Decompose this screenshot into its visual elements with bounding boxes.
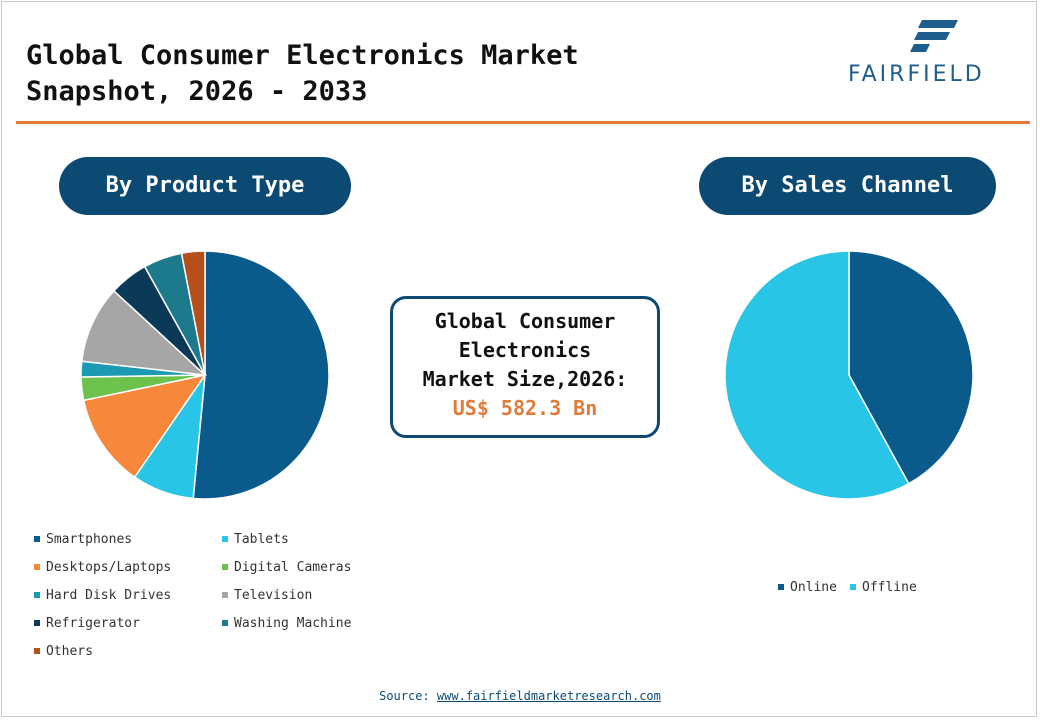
- legend-swatch: [222, 620, 228, 626]
- pie-slice-smartphones: [192, 250, 330, 500]
- legend-label: Smartphones: [46, 532, 133, 547]
- pie-slice-others: [180, 250, 206, 376]
- fairfield-logo: FAIRFIELD: [848, 18, 1024, 90]
- legend-label: Refrigerator: [46, 616, 140, 631]
- legend-item-digital-cameras: Digital Cameras: [222, 560, 351, 575]
- pie-slice-offline: [724, 250, 910, 500]
- legend-label: Online: [790, 580, 837, 595]
- legend-swatch: [34, 648, 40, 654]
- logo-mark-icon: [910, 20, 958, 52]
- source-label: Source:: [379, 689, 430, 703]
- legend-item-others: Others: [34, 644, 93, 659]
- legend-item-online: Online: [778, 580, 837, 595]
- pie-slice-desktops-laptops: [82, 373, 207, 479]
- legend-swatch: [222, 592, 228, 598]
- legend-label: Digital Cameras: [234, 560, 352, 575]
- legend-label: Television: [234, 588, 313, 603]
- legend-swatch: [222, 564, 228, 570]
- legend-item-smartphones: Smartphones: [34, 532, 132, 547]
- legend-item-hard-disk-drives: Hard Disk Drives: [34, 588, 171, 603]
- legend-item-washing-machine: Washing Machine: [222, 616, 351, 631]
- pie-slice-online: [848, 250, 974, 485]
- legend-item-tablets: Tablets: [222, 532, 289, 547]
- legend-item-desktops-laptops: Desktops/Laptops: [34, 560, 171, 575]
- legend-item-refrigerator: Refrigerator: [34, 616, 140, 631]
- legend-label: Washing Machine: [234, 616, 352, 631]
- legend-item-television: Television: [222, 588, 312, 603]
- product-type-heading: By Product Type: [59, 157, 351, 215]
- legend-swatch: [34, 536, 40, 542]
- source-note: Source: www.fairfieldmarketresearch.com: [0, 689, 1040, 703]
- market-size-box: Global Consumer Electronics Market Size,…: [390, 296, 660, 438]
- header-divider: [16, 121, 1030, 124]
- legend-label: Hard Disk Drives: [46, 588, 172, 603]
- legend-swatch: [34, 564, 40, 570]
- page-title: Global Consumer Electronics Market Snaps…: [26, 40, 579, 107]
- legend-swatch: [34, 620, 40, 626]
- market-size-label: Global Consumer Electronics Market Size,…: [422, 309, 628, 391]
- logo-wordmark: FAIRFIELD: [848, 62, 985, 87]
- legend-label: Offline: [862, 580, 917, 595]
- product-type-legend: Smartphones Tablets Desktops/Laptops Digita…: [34, 532, 394, 672]
- legend-item-offline: Offline: [850, 580, 917, 595]
- pie-slice-television: [80, 289, 208, 376]
- sales-channel-heading: By Sales Channel: [699, 157, 996, 215]
- product-type-pie-chart: [80, 250, 330, 500]
- legend-label: Tablets: [234, 532, 289, 547]
- source-link[interactable]: www.fairfieldmarketresearch.com: [436, 689, 661, 703]
- legend-swatch: [850, 584, 856, 590]
- legend-label: Desktops/Laptops: [46, 560, 172, 575]
- legend-swatch: [222, 536, 228, 542]
- legend-label: Others: [46, 644, 93, 659]
- legend-swatch: [778, 584, 784, 590]
- sales-channel-legend: Online Offline: [778, 580, 978, 600]
- legend-swatch: [34, 592, 40, 598]
- sales-channel-pie-chart: [724, 250, 974, 500]
- market-size-value: US$ 582.3 Bn: [452, 396, 598, 420]
